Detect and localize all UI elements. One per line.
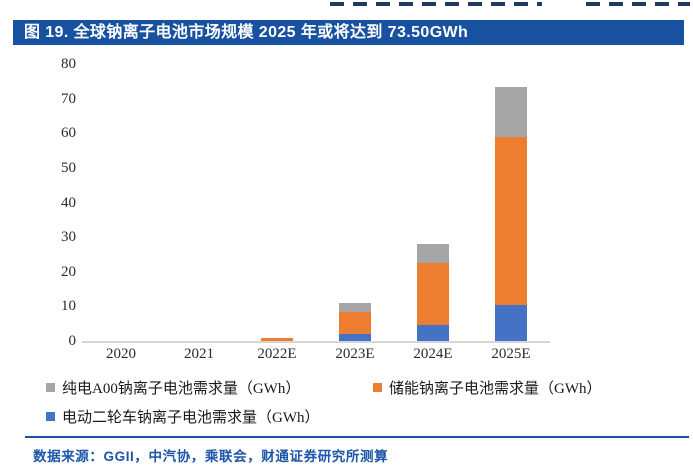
figure-title: 图 19. 全球钠离子电池市场规模 2025 年或将达到 73.50GWh — [24, 24, 469, 41]
bar-2025E — [495, 86, 527, 341]
bar-segment — [417, 263, 449, 326]
figure-title-bar: 图 19. 全球钠离子电池市场规模 2025 年或将达到 73.50GWh — [13, 20, 684, 45]
bar-segment — [261, 337, 293, 341]
y-tick-label: 30 — [61, 229, 76, 246]
legend-label: 储能钠离子电池需求量（GWh） — [389, 381, 602, 397]
bar-2024E — [417, 244, 449, 341]
y-tick-label: 10 — [61, 298, 76, 315]
x-tick-label: 2025E — [491, 346, 531, 362]
bar-segment — [339, 302, 371, 312]
x-tick-label: 2022E — [257, 346, 297, 362]
bar-2023E — [339, 302, 371, 341]
y-tick-label: 80 — [61, 56, 76, 72]
x-tick-label: 2024E — [413, 346, 453, 362]
bar-segment — [495, 305, 527, 341]
footer-divider — [25, 436, 689, 438]
bar-segment — [417, 325, 449, 341]
x-axis: 2020 2021 2022E 2023E 2024E 2025E — [82, 346, 550, 366]
bars — [82, 64, 550, 341]
bar-segment — [495, 136, 527, 305]
y-tick-label: 60 — [61, 125, 76, 142]
data-source: 数据来源：GGII，中汽协，乘联会，财通证券研究所测算 — [33, 449, 389, 464]
legend-label: 电动二轮车钠离子电池需求量（GWh） — [62, 410, 320, 426]
legend-marker-orange — [373, 383, 382, 392]
bar-segment — [339, 311, 371, 335]
y-axis: 0 10 20 30 40 50 60 70 80 — [34, 56, 76, 349]
legend-item-two-wheeler: 电动二轮车钠离子电池需求量（GWh） — [46, 406, 320, 427]
plot-area: 0 10 20 30 40 50 60 70 80 2020 2021 2022E 2023E 2024… — [61, 56, 550, 362]
clipped-text-fragment — [586, 2, 690, 6]
bar-segment — [339, 334, 371, 341]
y-tick-label: 70 — [61, 90, 76, 107]
bar-2022E — [261, 337, 293, 341]
bar-segment — [495, 86, 527, 137]
legend-marker-blue — [46, 412, 55, 421]
legend-item-a00-ev: 纯电A00钠离子电池需求量（GWh） — [46, 377, 300, 398]
x-tick-label: 2020 — [106, 346, 136, 362]
legend-marker-gray — [46, 383, 55, 392]
legend: 纯电A00钠离子电池需求量（GWh） 储能钠离子电池需求量（GWh） 电动二轮车… — [0, 377, 693, 429]
bar-segment — [417, 244, 449, 264]
y-tick-label: 40 — [61, 194, 76, 211]
x-tick-label: 2021 — [184, 346, 214, 362]
y-tick-label: 50 — [61, 159, 76, 176]
legend-item-energy-storage: 储能钠离子电池需求量（GWh） — [373, 377, 602, 398]
y-tick-label: 20 — [61, 263, 76, 280]
x-tick-label: 2023E — [335, 346, 375, 362]
clipped-text-fragment — [330, 2, 542, 6]
legend-label: 纯电A00钠离子电池需求量（GWh） — [62, 381, 301, 397]
y-tick-label: 0 — [68, 333, 77, 349]
